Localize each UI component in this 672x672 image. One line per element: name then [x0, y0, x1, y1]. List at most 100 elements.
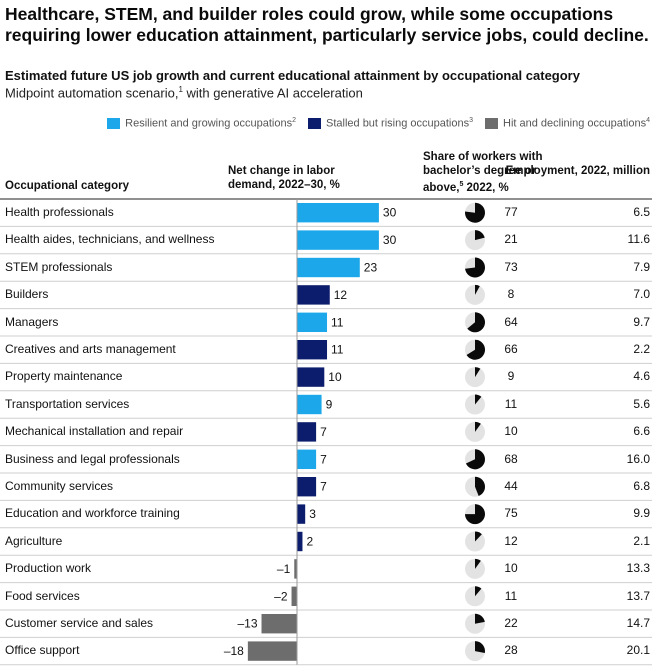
employment-value: 9.9	[633, 506, 650, 521]
share-pie-slice	[475, 531, 482, 542]
net-change-bar	[297, 422, 317, 442]
legend-swatch-stalled	[308, 117, 321, 129]
net-change-label: 10	[328, 370, 342, 384]
bachelor-share-value: 10	[504, 424, 518, 439]
share-pie-slice	[465, 449, 485, 470]
net-change-bar	[297, 394, 322, 415]
net-change-label: 2	[306, 535, 313, 549]
net-change-bar	[297, 285, 330, 305]
legend-item-stalled: Stalled but rising occupations3	[308, 117, 473, 130]
net-change-label: –1	[277, 562, 291, 576]
net-change-label: 7	[320, 425, 327, 439]
header-bachelor-share: Share of workers with bachelor’s degree …	[423, 151, 543, 194]
net-change-bar	[297, 203, 379, 223]
bachelor-share-value: 11	[504, 588, 518, 603]
header-category: Occupational category	[5, 180, 129, 192]
table-row: Community services 44 6.8	[0, 473, 672, 500]
scenario-note: Midpoint automation scenario,1 with gene…	[5, 85, 363, 100]
category-label: Builders	[5, 287, 49, 302]
legend-label-hit: Hit and declining occupations4	[503, 117, 650, 130]
employment-value: 16.0	[626, 451, 650, 466]
bachelor-share-value: 68	[504, 451, 518, 466]
scenario-note-text-end: with generative AI acceleration	[182, 85, 363, 101]
category-label: Office support	[5, 643, 80, 658]
legend: Resilient and growing occupations2 Stall…	[107, 117, 650, 130]
net-change-bar	[294, 559, 297, 579]
bachelor-share-value: 22	[504, 616, 518, 630]
net-change-bar	[261, 614, 297, 634]
chart-subtitle: Estimated future US job growth and curre…	[5, 68, 580, 83]
employment-value: 7.0	[633, 287, 650, 302]
header-employment: Employment, 2022, million	[505, 165, 650, 177]
employment-value: 5.6	[633, 396, 650, 411]
net-change-label: 12	[334, 288, 348, 302]
bachelor-share-value: 10	[504, 561, 518, 576]
header-net-change: Net change in labor demand, 2022–30, %	[228, 165, 340, 191]
net-change-bar	[297, 477, 317, 497]
net-change-bar	[297, 504, 306, 524]
employment-value: 2.1	[633, 533, 650, 548]
net-change-bar	[297, 531, 303, 552]
category-label: Agriculture	[5, 533, 63, 548]
share-pie-slice	[475, 367, 481, 378]
bachelor-share-value: 11	[504, 396, 518, 411]
net-change-label: 3	[309, 507, 316, 521]
share-pie-slice	[475, 284, 480, 295]
scenario-note-text: Midpoint automation scenario,	[5, 85, 179, 101]
table-row: Office support 28 20.1	[0, 637, 672, 664]
legend-item-hit: Hit and declining occupations4	[485, 117, 650, 130]
net-change-bar	[297, 340, 328, 360]
bachelor-share-value: 21	[504, 232, 518, 247]
bachelor-share-value: 75	[504, 506, 518, 521]
share-pie-slice	[466, 339, 486, 360]
legend-label-stalled: Stalled but rising occupations3	[326, 117, 473, 130]
category-label: Health aides, technicians, and wellness	[5, 232, 215, 247]
table-row: Property maintenance 9 4.6	[0, 363, 672, 390]
net-change-label: –18	[224, 644, 244, 658]
share-pie-slice	[465, 202, 486, 223]
legend-item-resilient: Resilient and growing occupations2	[107, 117, 296, 130]
net-change-label: 11	[331, 315, 344, 329]
category-label: Education and workforce training	[5, 506, 180, 521]
category-label: Mechanical installation and repair	[5, 424, 184, 439]
share-pie-slice	[465, 257, 486, 278]
legend-swatch-resilient	[107, 117, 121, 129]
category-label: Creatives and arts management	[5, 342, 176, 356]
net-change-label: 7	[320, 452, 327, 466]
net-change-label: 7	[320, 480, 327, 494]
table-row: Production work 10 13.3	[0, 555, 672, 582]
employment-value: 6.5	[633, 205, 650, 219]
share-pie-slice	[475, 641, 485, 653]
share-pie-slice	[475, 421, 481, 432]
employment-value: 13.7	[626, 588, 650, 603]
employment-value: 9.7	[633, 314, 650, 329]
table-row: Health professionals 77 6.5	[0, 199, 672, 226]
employment-value: 6.6	[633, 424, 650, 439]
table-row: Transportation services 11 5.6	[0, 391, 672, 418]
net-change-label: –2	[274, 589, 288, 603]
share-pie-slice	[475, 476, 486, 496]
bachelor-share-value: 9	[507, 369, 515, 384]
net-change-bar	[297, 367, 325, 387]
table-row: Education and workforce training 75 9.9	[0, 500, 672, 527]
category-label: Health professionals	[5, 205, 114, 219]
legend-label-resilient: Resilient and growing occupations2	[125, 117, 296, 130]
category-label: STEM professionals	[5, 259, 113, 274]
net-change-bar	[297, 312, 328, 332]
net-change-bar	[297, 257, 360, 278]
employment-value: 4.6	[633, 369, 650, 384]
net-change-bar	[247, 641, 297, 661]
share-pie-slice	[475, 394, 482, 405]
bachelor-share-value: 8	[507, 287, 515, 302]
share-pie-slice	[475, 558, 481, 569]
net-change-bar	[297, 449, 317, 469]
bachelor-share-value: 73	[504, 259, 518, 274]
table-row: Creatives and arts management 66 2.2	[0, 336, 672, 363]
category-label: Food services	[5, 588, 80, 603]
category-label: Transportation services	[5, 396, 130, 411]
table-row: Health aides, technicians, and wellness 2…	[0, 226, 672, 253]
employment-value: 2.2	[633, 342, 650, 356]
share-pie-slice	[475, 586, 482, 597]
